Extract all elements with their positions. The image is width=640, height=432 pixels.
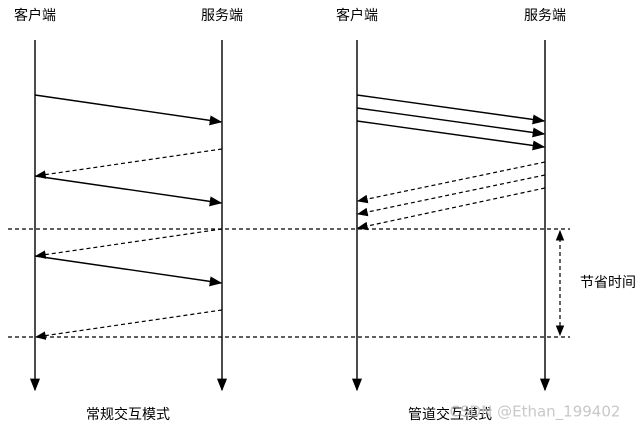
time-guides xyxy=(8,228,570,338)
watermark: CSDN @Ethan_199402 xyxy=(450,403,621,422)
right-caption: 管道交互模式 xyxy=(408,406,492,423)
left-server-label: 服务端 xyxy=(201,8,243,24)
left-caption: 常规交互模式 xyxy=(86,406,170,423)
pipeline-messages xyxy=(356,94,546,231)
right-client-label: 客户端 xyxy=(336,7,378,24)
left-client-label: 客户端 xyxy=(14,7,56,24)
right-server-label: 服务端 xyxy=(524,8,566,24)
saved-time-label: 节省时间 xyxy=(580,275,636,291)
regular-messages xyxy=(34,94,223,340)
